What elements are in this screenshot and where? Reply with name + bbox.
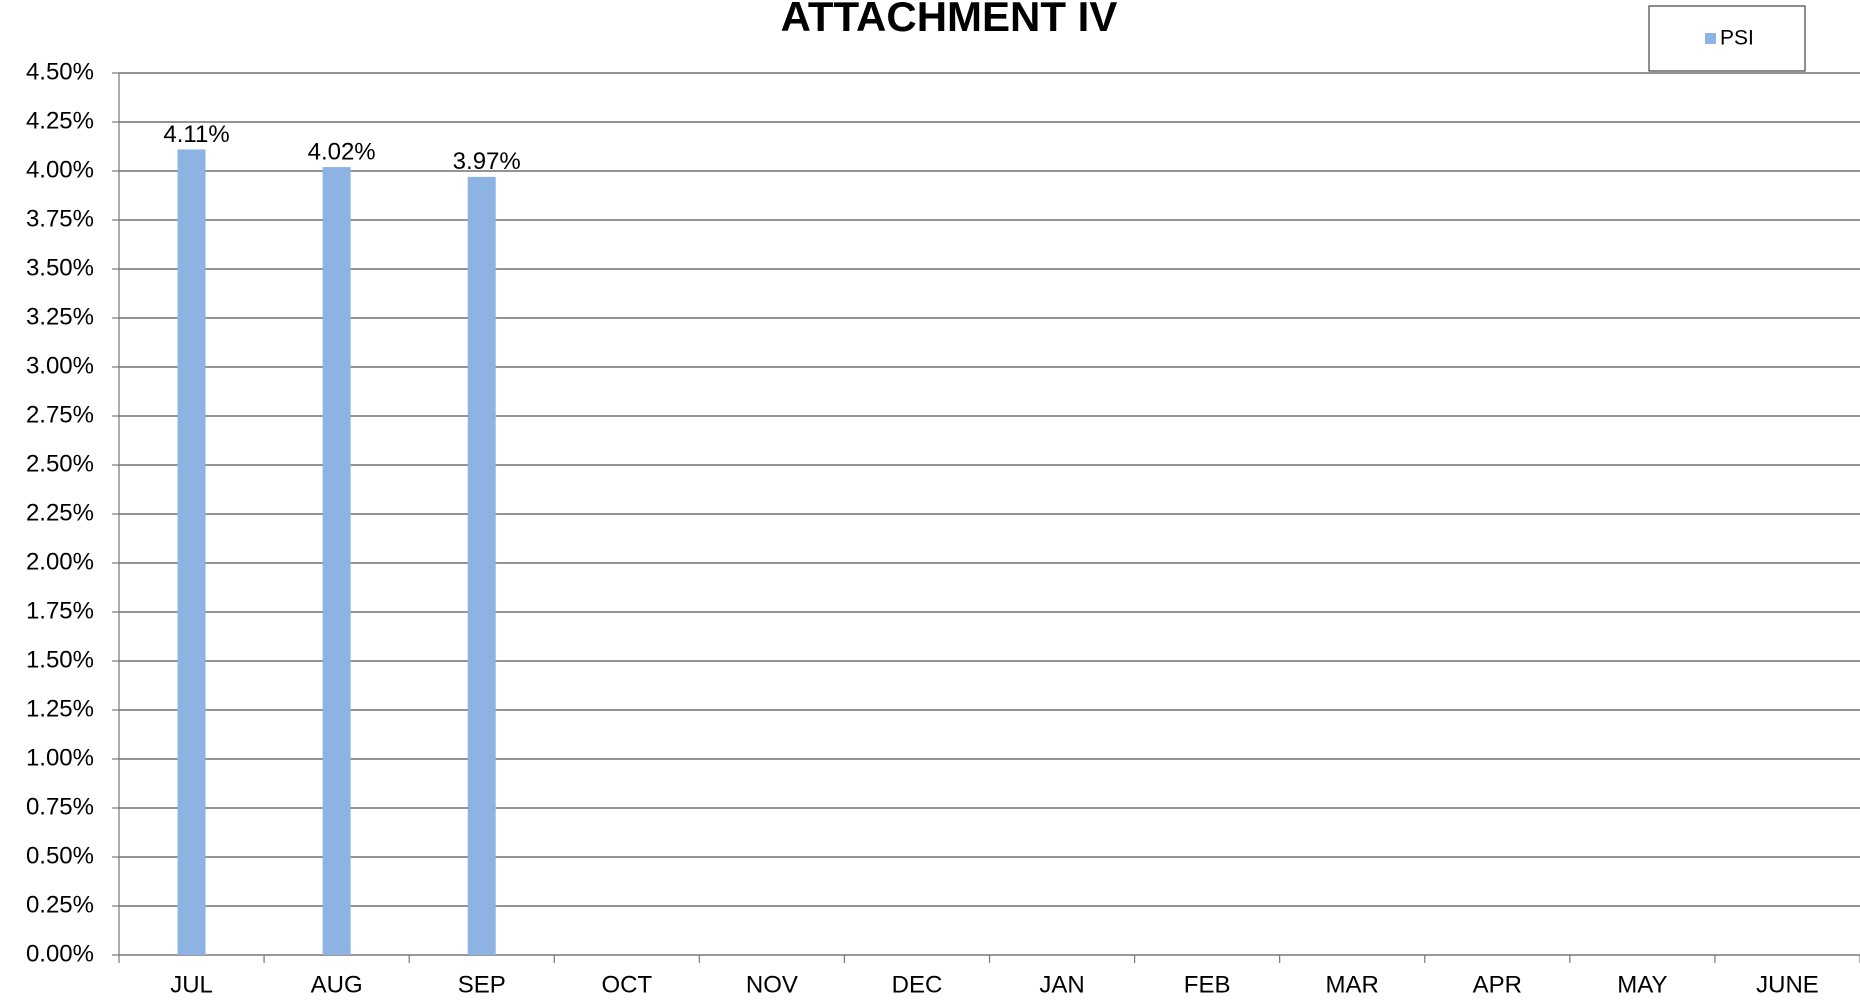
x-tick-label: JAN: [1039, 971, 1084, 998]
legend-swatch: [1705, 33, 1716, 44]
y-tick-label: 3.25%: [26, 303, 94, 330]
y-tick-label: 2.25%: [26, 499, 94, 526]
y-tick-label: 2.75%: [26, 401, 94, 428]
y-tick-label: 1.75%: [26, 597, 94, 624]
y-tick-label: 2.00%: [26, 548, 94, 575]
y-tick-label: 2.50%: [26, 450, 94, 477]
y-tick-label: 3.50%: [26, 254, 94, 281]
y-tick-label: 0.25%: [26, 891, 94, 918]
bar: [467, 176, 496, 955]
legend-box: [1648, 5, 1806, 72]
x-tick-label: JUNE: [1756, 971, 1819, 998]
bar: [322, 167, 351, 955]
data-label: 3.97%: [453, 148, 521, 175]
legend-label: PSI: [1720, 27, 1754, 50]
x-tick-label: OCT: [601, 971, 652, 998]
x-tick-label: NOV: [746, 971, 798, 998]
y-tick-label: 1.50%: [26, 646, 94, 673]
x-tick-label: MAY: [1617, 971, 1667, 998]
x-tick-label: AUG: [311, 971, 363, 998]
data-label: 4.11%: [163, 121, 229, 148]
y-tick-label: 0.50%: [26, 842, 94, 869]
y-tick-label: 3.00%: [26, 352, 94, 379]
x-tick-label: FEB: [1184, 971, 1231, 998]
x-tick-label: MAR: [1326, 971, 1379, 998]
x-tick-label: APR: [1473, 971, 1522, 998]
y-tick-label: 4.50%: [26, 58, 94, 85]
bar: [177, 149, 206, 955]
y-tick-label: 1.00%: [26, 744, 94, 771]
y-tick-label: 3.75%: [26, 205, 94, 232]
x-tick-label: DEC: [892, 971, 943, 998]
x-tick-label: JUL: [170, 971, 213, 998]
data-label: 4.02%: [308, 138, 376, 165]
y-tick-label: 0.00%: [26, 940, 94, 967]
chart-title: ATTACHMENT IV: [781, 0, 1118, 40]
y-tick-label: 0.75%: [26, 793, 94, 820]
y-tick-label: 4.00%: [26, 156, 94, 183]
x-tick-label: SEP: [458, 971, 506, 998]
y-tick-label: 1.25%: [26, 695, 94, 722]
y-tick-label: 4.25%: [26, 107, 94, 134]
